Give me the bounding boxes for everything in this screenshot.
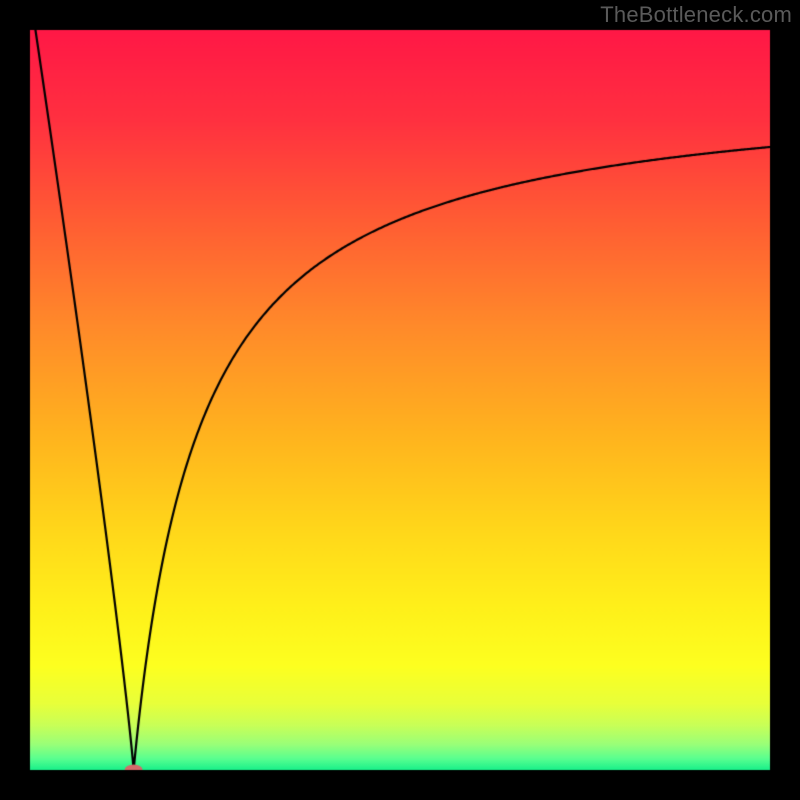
watermark-text: TheBottleneck.com [600,2,792,28]
bottleneck-chart-canvas [0,0,800,800]
chart-container: TheBottleneck.com [0,0,800,800]
